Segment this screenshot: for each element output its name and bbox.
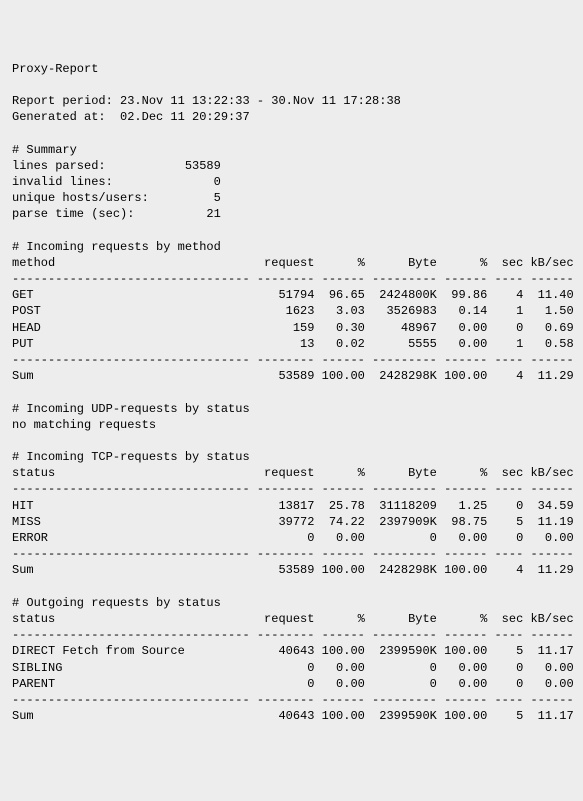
proxy-report: Proxy-Report Report period: 23.Nov 11 13…	[12, 61, 571, 725]
